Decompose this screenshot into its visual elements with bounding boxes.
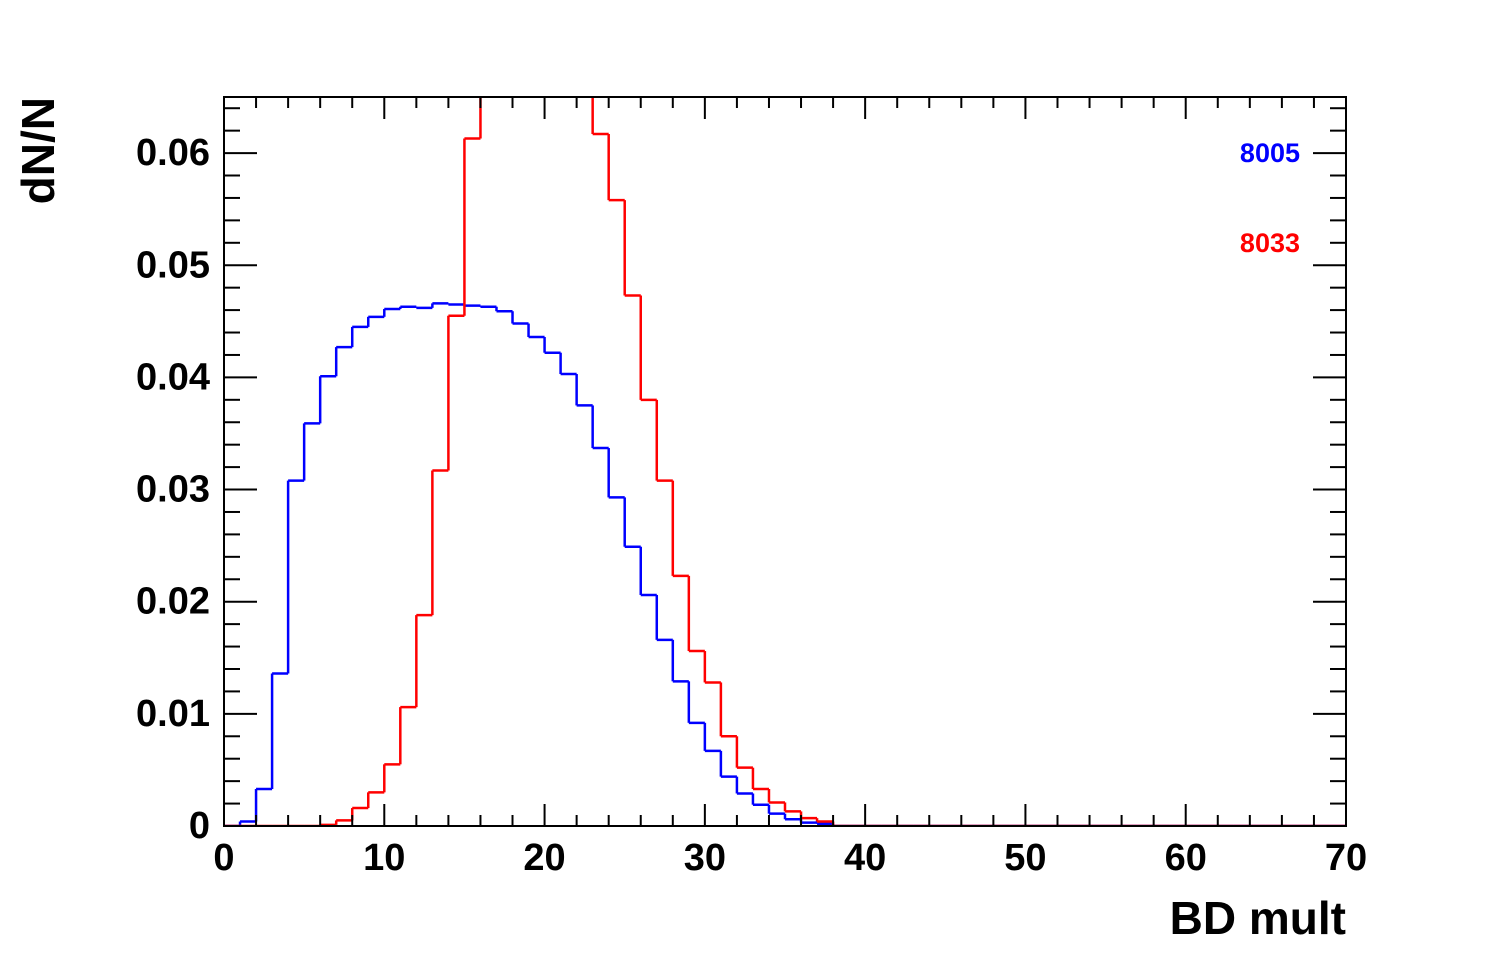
y-tick-label: 0.04 (136, 356, 210, 398)
x-tick-label: 70 (1325, 837, 1367, 879)
x-tick-label: 30 (684, 837, 726, 879)
x-tick-label: 10 (363, 837, 405, 879)
legend-entry: 8005 (1240, 138, 1300, 168)
x-tick-label: 0 (213, 837, 234, 879)
x-tick-label: 40 (844, 837, 886, 879)
x-tick-label: 20 (523, 837, 565, 879)
frame (223, 96, 1347, 827)
y-tick-label: 0 (189, 805, 210, 847)
x-tick-label: 60 (1165, 837, 1207, 879)
x-axis-label: BD mult (1170, 892, 1346, 944)
y-tick-label: 0.05 (136, 244, 210, 286)
x-tick-label: 50 (1004, 837, 1046, 879)
y-tick-label: 0.03 (136, 469, 210, 511)
y-tick-label: 0.06 (136, 132, 210, 174)
y-tick-label: 0.01 (136, 693, 210, 735)
y-axis-label: dN/N (12, 97, 64, 204)
legend-entry: 8033 (1240, 228, 1300, 258)
plot-area (224, 97, 1346, 826)
y-tick-label: 0.02 (136, 581, 210, 623)
